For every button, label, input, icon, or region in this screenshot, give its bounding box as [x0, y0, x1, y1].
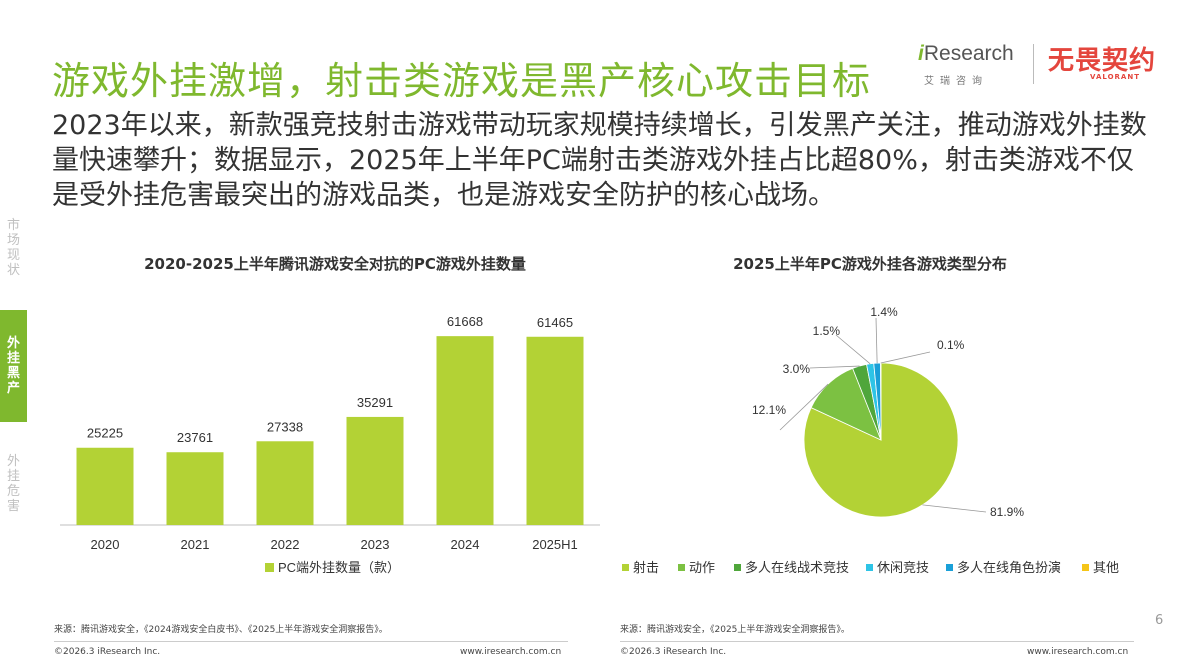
right-copyright: ©2026.3 iResearch Inc. — [620, 647, 727, 657]
logo-group: iResearch 艾瑞咨询 无畏契约 VALORANT — [918, 38, 1178, 88]
nav-item-cheat-harm[interactable]: 外挂危害 — [6, 454, 20, 514]
bar-value-label: 61668 — [447, 314, 483, 329]
bar-value-label: 61465 — [537, 315, 573, 330]
bar-value-label: 23761 — [177, 430, 213, 445]
page-title: 游戏外挂激增，射击类游戏是黑产核心攻击目标 — [52, 59, 872, 103]
legend-label: 其他 — [1093, 560, 1119, 575]
bar-2020 — [76, 447, 134, 525]
pie-leader-line — [875, 317, 878, 364]
bar-2024 — [436, 336, 494, 525]
left-url: www.iresearch.com.cn — [460, 647, 562, 657]
bar-2025H1 — [526, 336, 584, 525]
valorant-logo: VALORANT — [1090, 73, 1140, 81]
bar-value-label: 27338 — [267, 419, 303, 434]
bar-value-label: 25225 — [87, 426, 123, 441]
pie-leader-line — [880, 351, 931, 364]
logo-divider — [1033, 44, 1034, 84]
pie-value-label: 0.1% — [937, 338, 965, 352]
legend-swatch — [622, 564, 629, 571]
x-tick-label: 2024 — [451, 537, 480, 552]
iresearch-logo-cn: 艾瑞咨询 — [924, 76, 988, 87]
pie-value-label: 1.5% — [813, 324, 841, 338]
pie-chart: 81.9% 12.1% 3.0% 1.5% 1.4% 0.1% 射击 动作 多人在线战术竞技 休闲… — [622, 305, 1119, 575]
pie-value-label: 12.1% — [752, 403, 786, 417]
left-copyright: ©2026.3 iResearch Inc. — [54, 647, 161, 657]
legend-label: 动作 — [689, 560, 715, 575]
pie-chart-title: 2025上半年PC游戏外挂各游戏类型分布 — [733, 255, 1007, 273]
legend-swatch — [265, 563, 274, 572]
x-tick-label: 2023 — [361, 537, 390, 552]
legend-label: 多人在线战术竞技 — [745, 560, 849, 575]
legend-swatch — [1082, 564, 1089, 571]
x-tick-label: 2025H1 — [532, 537, 578, 552]
left-footer-divider — [54, 641, 568, 642]
x-tick-label: 2021 — [181, 537, 210, 552]
legend-swatch — [946, 564, 953, 571]
bar-2022 — [256, 441, 314, 525]
pie-leader-line — [809, 365, 860, 369]
bar-chart-title: 2020-2025上半年腾讯游戏安全对抗的PC游戏外挂数量 — [144, 255, 526, 273]
bar-value-label: 35291 — [357, 395, 393, 410]
legend-swatch — [866, 564, 873, 571]
bar-2021 — [166, 452, 224, 525]
right-footer-divider — [620, 641, 1134, 642]
nav-item-market[interactable]: 市场现状 — [6, 218, 20, 278]
page-number: 6 — [1155, 613, 1164, 628]
bar-chart: 25225 2020 23761 2021 27338 2022 35291 2023 6166… — [60, 314, 600, 575]
pie-value-label: 3.0% — [783, 362, 811, 376]
page-subtitle: 2023年以来，新款强竞技射击游戏带动玩家规模持续增长，引发黑产关注，推动游戏外… — [52, 110, 1147, 211]
x-tick-label: 2020 — [91, 537, 120, 552]
legend-label: 多人在线角色扮演 — [957, 560, 1061, 575]
right-url: www.iresearch.com.cn — [1027, 647, 1129, 657]
nav-item-cheat-industry[interactable]: 外挂黑产 — [0, 310, 27, 422]
pie-leader-line — [922, 504, 987, 513]
pie-value-label: 81.9% — [990, 505, 1024, 519]
legend-swatch — [678, 564, 685, 571]
pie-leader-line — [779, 383, 829, 431]
legend-label: 射击 — [633, 560, 659, 575]
iresearch-logo: iResearch — [918, 42, 1014, 65]
x-tick-label: 2022 — [271, 537, 300, 552]
bar-2023 — [346, 416, 404, 525]
left-source: 来源：腾讯游戏安全，《2024游戏安全白皮书》、《2025上半年游戏安全洞察报告… — [54, 625, 388, 635]
legend-label: 休闲竞技 — [877, 560, 929, 575]
pie-value-label: 1.4% — [870, 305, 898, 319]
legend-swatch — [734, 564, 741, 571]
right-source: 来源：腾讯游戏安全，《2025上半年游戏安全洞察报告》。 — [620, 625, 850, 635]
valorant-logo-cn: 无畏契约 — [1048, 46, 1157, 76]
legend-label: PC端外挂数量（款） — [278, 560, 400, 575]
side-nav: 市场现状 外挂黑产 外挂危害 — [0, 214, 27, 518]
pie-leader-line — [835, 334, 871, 365]
